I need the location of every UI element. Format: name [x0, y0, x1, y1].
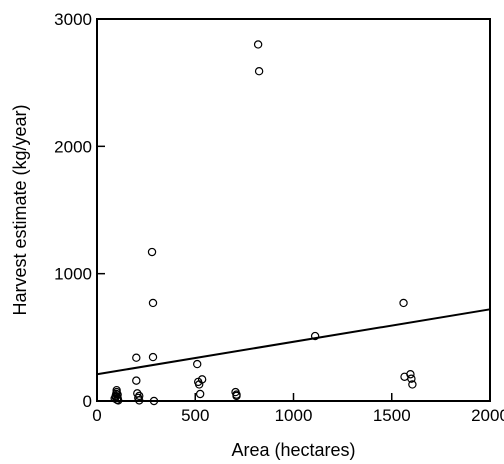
x-tick-label: 1000 [275, 406, 313, 425]
data-point [193, 359, 202, 369]
plot-frame [96, 18, 491, 402]
data-point [406, 370, 415, 379]
x-tick-label: 1500 [373, 406, 411, 425]
data-point [407, 374, 416, 383]
data-point [399, 298, 408, 308]
data-point [148, 298, 158, 308]
data-point [232, 391, 241, 401]
data-point [132, 353, 141, 362]
y-tick-label: 0 [83, 392, 92, 411]
data-point [148, 352, 158, 362]
data-point [135, 391, 144, 401]
y-tick-label: 2000 [54, 137, 92, 156]
regression-line [96, 308, 491, 376]
y-tick-label: 3000 [54, 10, 92, 29]
x-tick-label: 500 [181, 406, 209, 425]
data-point [197, 375, 207, 384]
x-tick-label: 2000 [471, 406, 504, 425]
y-axis-label: Harvest estimate (kg/year) [10, 104, 30, 315]
data-point [195, 389, 205, 399]
data-point [132, 376, 141, 385]
data-point [253, 40, 263, 49]
y-tick-label: 1000 [54, 265, 92, 284]
x-axis-label: Area (hectares) [231, 440, 355, 460]
data-point [254, 67, 264, 76]
data-point [113, 390, 122, 399]
x-tick-label: 0 [92, 406, 101, 425]
data-point [408, 380, 417, 389]
plot-area [96, 40, 491, 406]
data-point [310, 331, 320, 341]
axis-ticks: 0 500 1000 1500 2000 0 1000 2000 3000 [54, 10, 504, 425]
data-point [147, 247, 157, 257]
